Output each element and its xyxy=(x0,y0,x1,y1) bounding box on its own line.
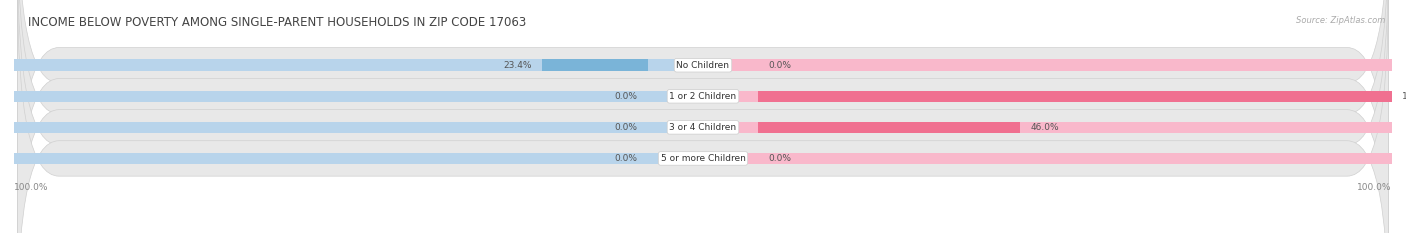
Bar xyxy=(14,122,648,133)
Text: 0.0%: 0.0% xyxy=(769,154,792,163)
Bar xyxy=(648,122,703,133)
Text: 23.4%: 23.4% xyxy=(503,61,531,70)
Text: Source: ZipAtlas.com: Source: ZipAtlas.com xyxy=(1295,16,1385,25)
Text: 0.0%: 0.0% xyxy=(614,123,637,132)
Bar xyxy=(758,91,1392,102)
Bar xyxy=(758,153,1392,164)
Bar xyxy=(703,59,758,71)
Bar xyxy=(648,153,703,164)
Text: 5 or more Children: 5 or more Children xyxy=(661,154,745,163)
Text: INCOME BELOW POVERTY AMONG SINGLE-PARENT HOUSEHOLDS IN ZIP CODE 17063: INCOME BELOW POVERTY AMONG SINGLE-PARENT… xyxy=(28,16,526,29)
Bar xyxy=(648,59,703,71)
Text: 100.0%: 100.0% xyxy=(1402,92,1406,101)
Bar xyxy=(703,122,758,133)
Text: 0.0%: 0.0% xyxy=(769,61,792,70)
FancyBboxPatch shape xyxy=(17,0,1389,233)
Bar xyxy=(648,91,703,102)
Bar xyxy=(758,122,1392,133)
Bar xyxy=(703,122,1019,133)
Text: No Children: No Children xyxy=(676,61,730,70)
Text: 100.0%: 100.0% xyxy=(14,183,49,192)
FancyBboxPatch shape xyxy=(17,0,1389,233)
FancyBboxPatch shape xyxy=(17,0,1389,233)
Text: 3 or 4 Children: 3 or 4 Children xyxy=(669,123,737,132)
Bar xyxy=(14,153,648,164)
Bar xyxy=(14,91,648,102)
Text: 46.0%: 46.0% xyxy=(1031,123,1059,132)
Text: 0.0%: 0.0% xyxy=(614,154,637,163)
FancyBboxPatch shape xyxy=(17,0,1389,233)
Bar xyxy=(758,59,1392,71)
Bar xyxy=(14,59,648,71)
Text: 0.0%: 0.0% xyxy=(614,92,637,101)
Bar xyxy=(541,59,703,71)
Text: 100.0%: 100.0% xyxy=(1357,183,1392,192)
Bar xyxy=(703,91,1392,102)
Bar xyxy=(703,153,758,164)
Text: 1 or 2 Children: 1 or 2 Children xyxy=(669,92,737,101)
Bar xyxy=(703,91,758,102)
